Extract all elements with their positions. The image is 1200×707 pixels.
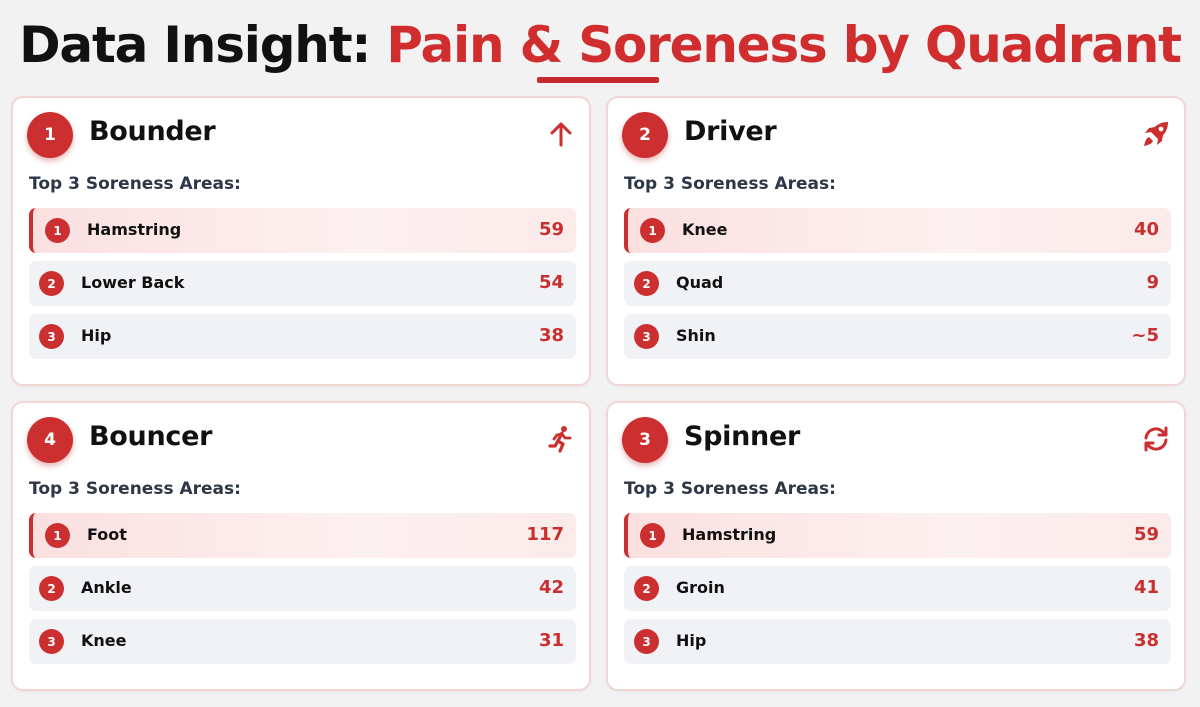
rank-badge: 2 [634, 271, 659, 296]
soreness-subheading: Top 3 Soreness Areas: [624, 479, 836, 499]
quadrant-name: Spinner [684, 421, 800, 452]
quadrant-number-badge: 1 [27, 112, 73, 158]
quadrant-name: Driver [684, 116, 777, 147]
quadrant-name: Bouncer [89, 421, 213, 452]
rank-badge: 2 [39, 271, 64, 296]
soreness-area-label: Groin [676, 578, 725, 597]
soreness-row: 3 Hip 38 [29, 314, 576, 359]
soreness-row: 1 Knee 40 [624, 208, 1171, 253]
title-highlight: Pain & Soreness by Quadrant [386, 16, 1182, 74]
soreness-row: 1 Hamstring 59 [624, 513, 1171, 558]
rank-badge: 1 [640, 523, 665, 548]
soreness-count: 59 [1133, 524, 1159, 545]
page-title: Data Insight: Pain & Soreness by Quadran… [0, 14, 1200, 76]
soreness-area-label: Hamstring [682, 525, 777, 544]
soreness-subheading: Top 3 Soreness Areas: [29, 174, 241, 194]
soreness-area-label: Quad [676, 273, 724, 292]
soreness-area-label: Knee [682, 220, 728, 239]
soreness-row: 2 Groin 41 [624, 566, 1171, 611]
soreness-area-label: Ankle [81, 578, 132, 597]
soreness-subheading: Top 3 Soreness Areas: [29, 479, 241, 499]
arrow-up-icon [547, 120, 575, 148]
rank-badge: 3 [39, 629, 64, 654]
soreness-row: 3 Knee 31 [29, 619, 576, 664]
soreness-count: 40 [1133, 219, 1159, 240]
soreness-count: ~5 [1131, 325, 1159, 346]
soreness-count: 31 [538, 630, 564, 651]
soreness-count: 117 [526, 524, 564, 545]
soreness-count: 54 [538, 272, 564, 293]
running-person-icon [547, 425, 575, 453]
rank-badge: 3 [634, 629, 659, 654]
rotate-arrows-icon [1142, 425, 1170, 453]
soreness-row: 1 Foot 117 [29, 513, 576, 558]
quadrant-card-bouncer: 4 Bouncer Top 3 Soreness Areas: 1 Foot 1… [11, 401, 591, 691]
quadrant-card-spinner: 3 Spinner Top 3 Soreness Areas: 1 Hamstr… [606, 401, 1186, 691]
soreness-area-label: Knee [81, 631, 127, 650]
quadrant-number-badge: 3 [622, 417, 668, 463]
soreness-area-label: Foot [87, 525, 127, 544]
soreness-row: 1 Hamstring 59 [29, 208, 576, 253]
soreness-count: 59 [538, 219, 564, 240]
rank-badge: 3 [39, 324, 64, 349]
rank-badge: 1 [45, 218, 70, 243]
soreness-count: 41 [1133, 577, 1159, 598]
rank-badge: 2 [634, 576, 659, 601]
soreness-area-label: Hip [81, 326, 112, 345]
rank-badge: 3 [634, 324, 659, 349]
soreness-count: 38 [1133, 630, 1159, 651]
soreness-row: 2 Lower Back 54 [29, 261, 576, 306]
soreness-area-label: Hamstring [87, 220, 182, 239]
quadrant-number-badge: 4 [27, 417, 73, 463]
title-prefix: Data Insight: [19, 16, 371, 74]
soreness-count: 9 [1146, 272, 1159, 293]
quadrant-card-bounder: 1 Bounder Top 3 Soreness Areas: 1 Hamstr… [11, 96, 591, 386]
rocket-icon [1142, 120, 1170, 148]
soreness-subheading: Top 3 Soreness Areas: [624, 174, 836, 194]
soreness-row: 3 Hip 38 [624, 619, 1171, 664]
quadrant-number-badge: 2 [622, 112, 668, 158]
soreness-count: 38 [538, 325, 564, 346]
soreness-count: 42 [538, 577, 564, 598]
rank-badge: 1 [640, 218, 665, 243]
soreness-row: 2 Ankle 42 [29, 566, 576, 611]
quadrant-name: Bounder [89, 116, 216, 147]
soreness-area-label: Hip [676, 631, 707, 650]
rank-badge: 2 [39, 576, 64, 601]
soreness-area-label: Lower Back [81, 273, 185, 292]
soreness-row: 2 Quad 9 [624, 261, 1171, 306]
soreness-area-label: Shin [676, 326, 716, 345]
quadrant-card-driver: 2 Driver Top 3 Soreness Areas: 1 Knee 40… [606, 96, 1186, 386]
soreness-row: 3 Shin ~5 [624, 314, 1171, 359]
title-underline [537, 77, 659, 83]
rank-badge: 1 [45, 523, 70, 548]
